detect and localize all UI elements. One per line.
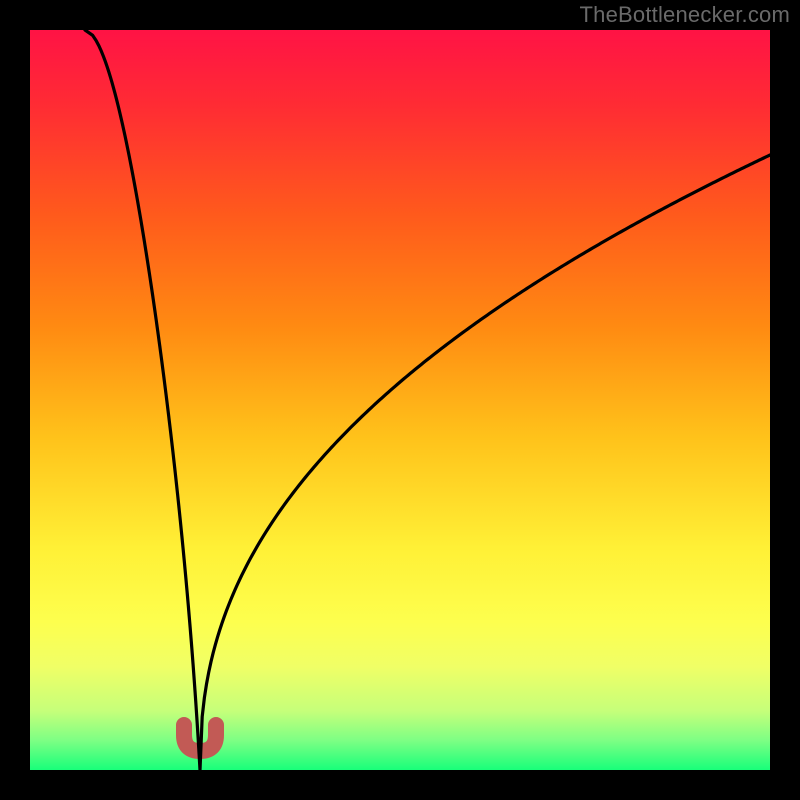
chart-svg: [0, 0, 800, 800]
plot-background: [30, 30, 770, 770]
watermark-text: TheBottlenecker.com: [580, 2, 790, 28]
chart-stage: TheBottlenecker.com: [0, 0, 800, 800]
